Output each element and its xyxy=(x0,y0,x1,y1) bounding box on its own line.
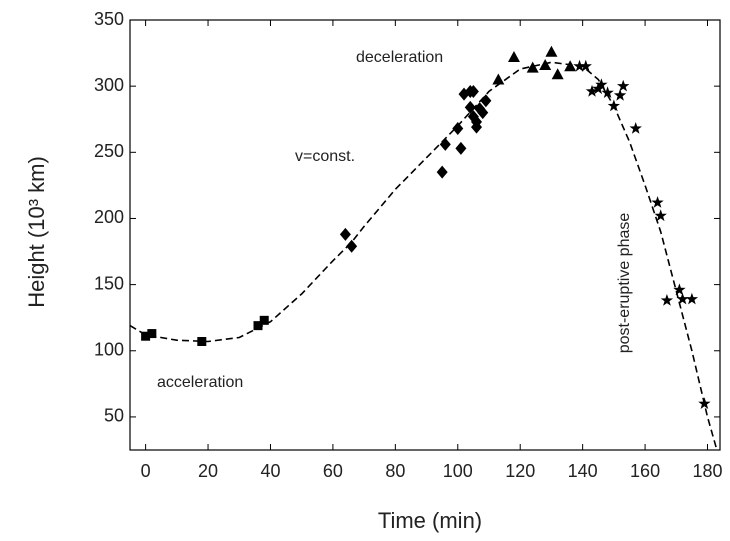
data-point xyxy=(467,84,479,98)
x-tick-label: 160 xyxy=(630,461,660,481)
y-tick-label: 350 xyxy=(94,9,124,29)
data-point xyxy=(477,106,489,120)
x-tick-label: 140 xyxy=(568,461,598,481)
data-point xyxy=(651,196,664,208)
data-point xyxy=(564,60,577,72)
data-point xyxy=(617,79,630,92)
x-tick-label: 40 xyxy=(260,461,280,481)
data-point xyxy=(346,239,358,253)
annotation: deceleration xyxy=(356,49,443,66)
x-tick-label: 80 xyxy=(385,461,405,481)
plot-frame xyxy=(129,19,721,451)
x-axis-label: Time (min) xyxy=(378,508,482,533)
data-point xyxy=(579,59,592,72)
y-tick-label: 250 xyxy=(94,141,124,161)
annotation: v=const. xyxy=(295,148,355,165)
data-point xyxy=(629,122,642,134)
x-tick-label: 180 xyxy=(692,461,722,481)
data-point xyxy=(439,137,451,151)
annotation: post-eruptive phase xyxy=(616,213,633,354)
data-point xyxy=(698,397,711,409)
x-tick-label: 0 xyxy=(141,461,151,481)
data-point xyxy=(436,165,448,179)
x-tick-label: 20 xyxy=(198,461,218,481)
y-tick-label: 50 xyxy=(104,406,124,426)
data-point xyxy=(492,73,505,85)
data-point xyxy=(147,329,157,339)
data-point xyxy=(676,292,689,305)
data-point xyxy=(526,61,539,73)
data-point xyxy=(585,84,599,97)
y-tick-label: 150 xyxy=(94,273,124,293)
data-point xyxy=(685,292,699,305)
data-point xyxy=(455,141,467,155)
data-point xyxy=(507,51,520,63)
data-point xyxy=(673,283,686,296)
x-tick-label: 120 xyxy=(505,461,535,481)
data-point xyxy=(613,88,627,101)
data-point xyxy=(573,59,586,72)
y-tick-label: 200 xyxy=(94,207,124,227)
data-point xyxy=(452,121,464,135)
data-point xyxy=(471,120,483,134)
x-tick-label: 100 xyxy=(443,461,473,481)
y-tick-label: 300 xyxy=(94,75,124,95)
data-point xyxy=(545,45,558,57)
data-point xyxy=(539,58,552,70)
data-point xyxy=(660,294,674,306)
annotation: acceleration xyxy=(157,374,243,391)
data-point xyxy=(601,86,614,98)
data-point xyxy=(551,68,564,80)
y-axis-label: Height (10³ km) xyxy=(24,156,49,308)
data-point xyxy=(197,337,207,347)
data-point xyxy=(339,227,351,241)
data-point xyxy=(595,78,608,91)
data-point xyxy=(259,315,269,325)
data-point xyxy=(480,94,492,108)
data-point xyxy=(654,209,667,222)
x-tick-label: 60 xyxy=(323,461,343,481)
data-point xyxy=(607,99,620,112)
y-tick-label: 100 xyxy=(94,340,124,360)
